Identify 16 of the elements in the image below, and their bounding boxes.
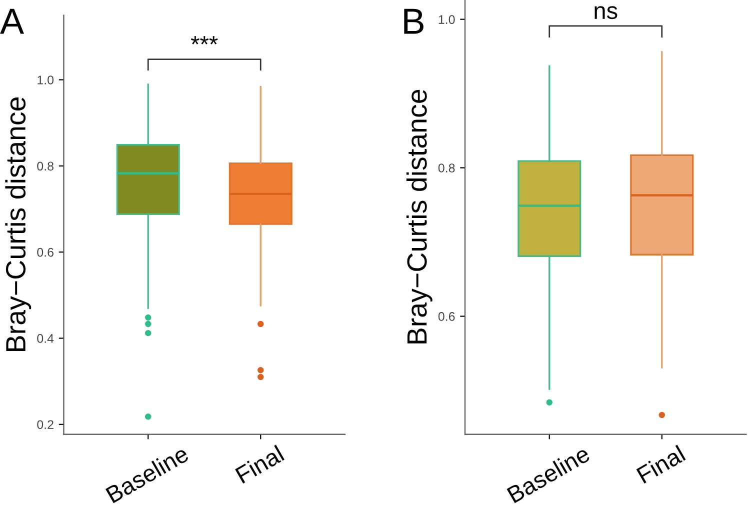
chart-title: B (404, 8, 424, 34)
y-tick-label: 1.0 (438, 15, 455, 24)
y-tick-label: 0.6 (37, 248, 54, 257)
x-tick-label: Final (234, 444, 285, 484)
x-tick-label: Final (636, 444, 686, 484)
y-tick-label: 0.8 (37, 162, 54, 171)
y-tick-label: 0.2 (37, 420, 54, 430)
y-tick-label: 0.8 (438, 164, 455, 172)
y-tick-label: 0.6 (438, 312, 455, 321)
y-tick-label: 1.0 (38, 76, 54, 84)
chart-title: A (0, 8, 24, 34)
y-axis-title: Bray−Curtis distance (5, 97, 32, 351)
annotation: *** (190, 36, 218, 44)
y-tick-label: 0.4 (37, 334, 54, 343)
annotation: ns (594, 6, 618, 20)
y-axis-title: Bray−Curtis distance (406, 90, 432, 344)
